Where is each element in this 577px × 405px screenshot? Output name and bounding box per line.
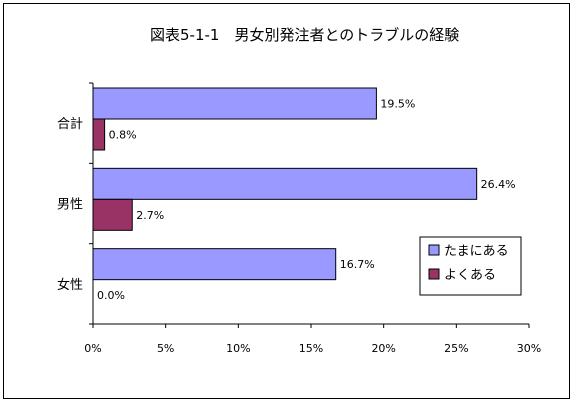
data-label-1-2: 0.0% xyxy=(97,289,125,302)
x-tick-label-6: 30% xyxy=(517,342,541,355)
category-label-0: 合計 xyxy=(57,116,83,132)
data-label-1-1: 2.7% xyxy=(136,209,164,222)
x-tick-label-0: 0% xyxy=(84,342,101,355)
legend-label-1: よくある xyxy=(444,268,496,283)
x-tick-label-3: 15% xyxy=(299,342,323,355)
legend-swatch-1 xyxy=(428,268,440,280)
data-label-0-2: 16.7% xyxy=(340,258,375,271)
x-tick-label-5: 25% xyxy=(444,342,468,355)
legend-swatch-0 xyxy=(428,244,440,256)
bar-0-0 xyxy=(92,87,377,120)
data-label-0-1: 26.4% xyxy=(481,178,516,191)
x-tick-label-2: 10% xyxy=(226,342,250,355)
x-tick-label-4: 20% xyxy=(371,342,395,355)
category-label-2: 女性 xyxy=(57,277,83,293)
data-label-0-0: 19.5% xyxy=(380,98,415,111)
legend-box xyxy=(419,236,522,296)
x-tick-label-1: 5% xyxy=(157,342,174,355)
bar-1-1 xyxy=(92,198,133,231)
chart-title: 図表5-1-1 男女別発注者とのトラブルの経験 xyxy=(150,26,460,44)
legend-label-0: たまにある xyxy=(444,244,509,259)
category-label-1: 男性 xyxy=(57,198,83,213)
bar-0-1 xyxy=(92,167,478,200)
bar-0-2 xyxy=(92,248,337,281)
bar-1-0 xyxy=(92,118,106,151)
data-label-1-0: 0.8% xyxy=(109,129,137,142)
